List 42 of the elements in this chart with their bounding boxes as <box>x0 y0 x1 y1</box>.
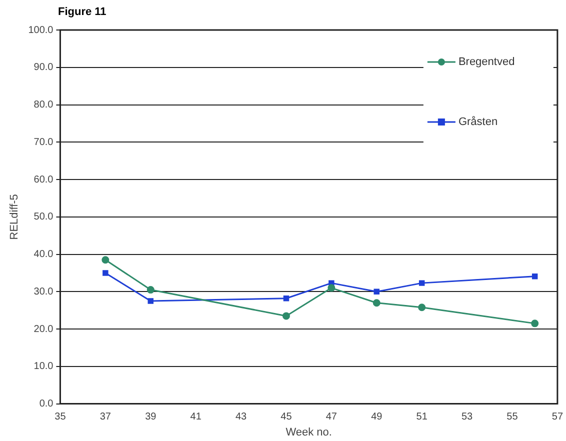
point <box>328 280 334 286</box>
y-tick-label: 40.0 <box>34 249 54 260</box>
legend-label: Gråsten <box>458 116 498 128</box>
y-tick-label: 70.0 <box>34 136 54 148</box>
point <box>372 299 380 307</box>
x-tick-label: 51 <box>416 412 428 423</box>
x-tick-label: 49 <box>371 412 383 423</box>
point <box>148 298 154 304</box>
y-tick-label: 80.0 <box>34 100 54 111</box>
point <box>328 284 336 292</box>
x-tick-label: 35 <box>54 412 66 423</box>
point <box>374 288 380 295</box>
x-tick-label: 43 <box>235 412 248 423</box>
point <box>531 320 539 328</box>
chart-title: Figure 11 <box>58 6 106 18</box>
point <box>146 286 154 294</box>
x-tick-label: 53 <box>461 412 474 423</box>
y-tick-label: 30.0 <box>34 286 54 298</box>
x-axis-title: Week no. <box>286 426 332 438</box>
y-tick-label: 50.0 <box>34 212 54 223</box>
x-tick-label: 57 <box>552 412 564 423</box>
y-tick-label: 0.0 <box>39 398 54 410</box>
x-tick-label: 45 <box>280 412 292 423</box>
x-tick-label: 39 <box>145 412 157 423</box>
point <box>532 273 538 280</box>
y-axis-title: RELdiff-5 <box>8 194 21 240</box>
x-tick-label: 37 <box>100 412 112 423</box>
point <box>418 280 425 286</box>
y-tick-label: 100.0 <box>28 24 54 36</box>
point <box>283 296 290 302</box>
x-tick-label: 47 <box>326 412 338 423</box>
y-tick-label: 20.0 <box>34 324 54 335</box>
legend-label: Bregentved <box>458 56 515 68</box>
y-tick-label: 90.0 <box>34 62 54 74</box>
point <box>418 304 426 312</box>
point <box>282 312 290 320</box>
x-tick-label: 41 <box>190 412 202 423</box>
point <box>102 256 110 264</box>
point <box>102 270 108 276</box>
y-tick-label: 10.0 <box>34 361 54 372</box>
y-tick-label: 60.0 <box>34 174 54 186</box>
x-tick-label: 55 <box>506 412 518 423</box>
